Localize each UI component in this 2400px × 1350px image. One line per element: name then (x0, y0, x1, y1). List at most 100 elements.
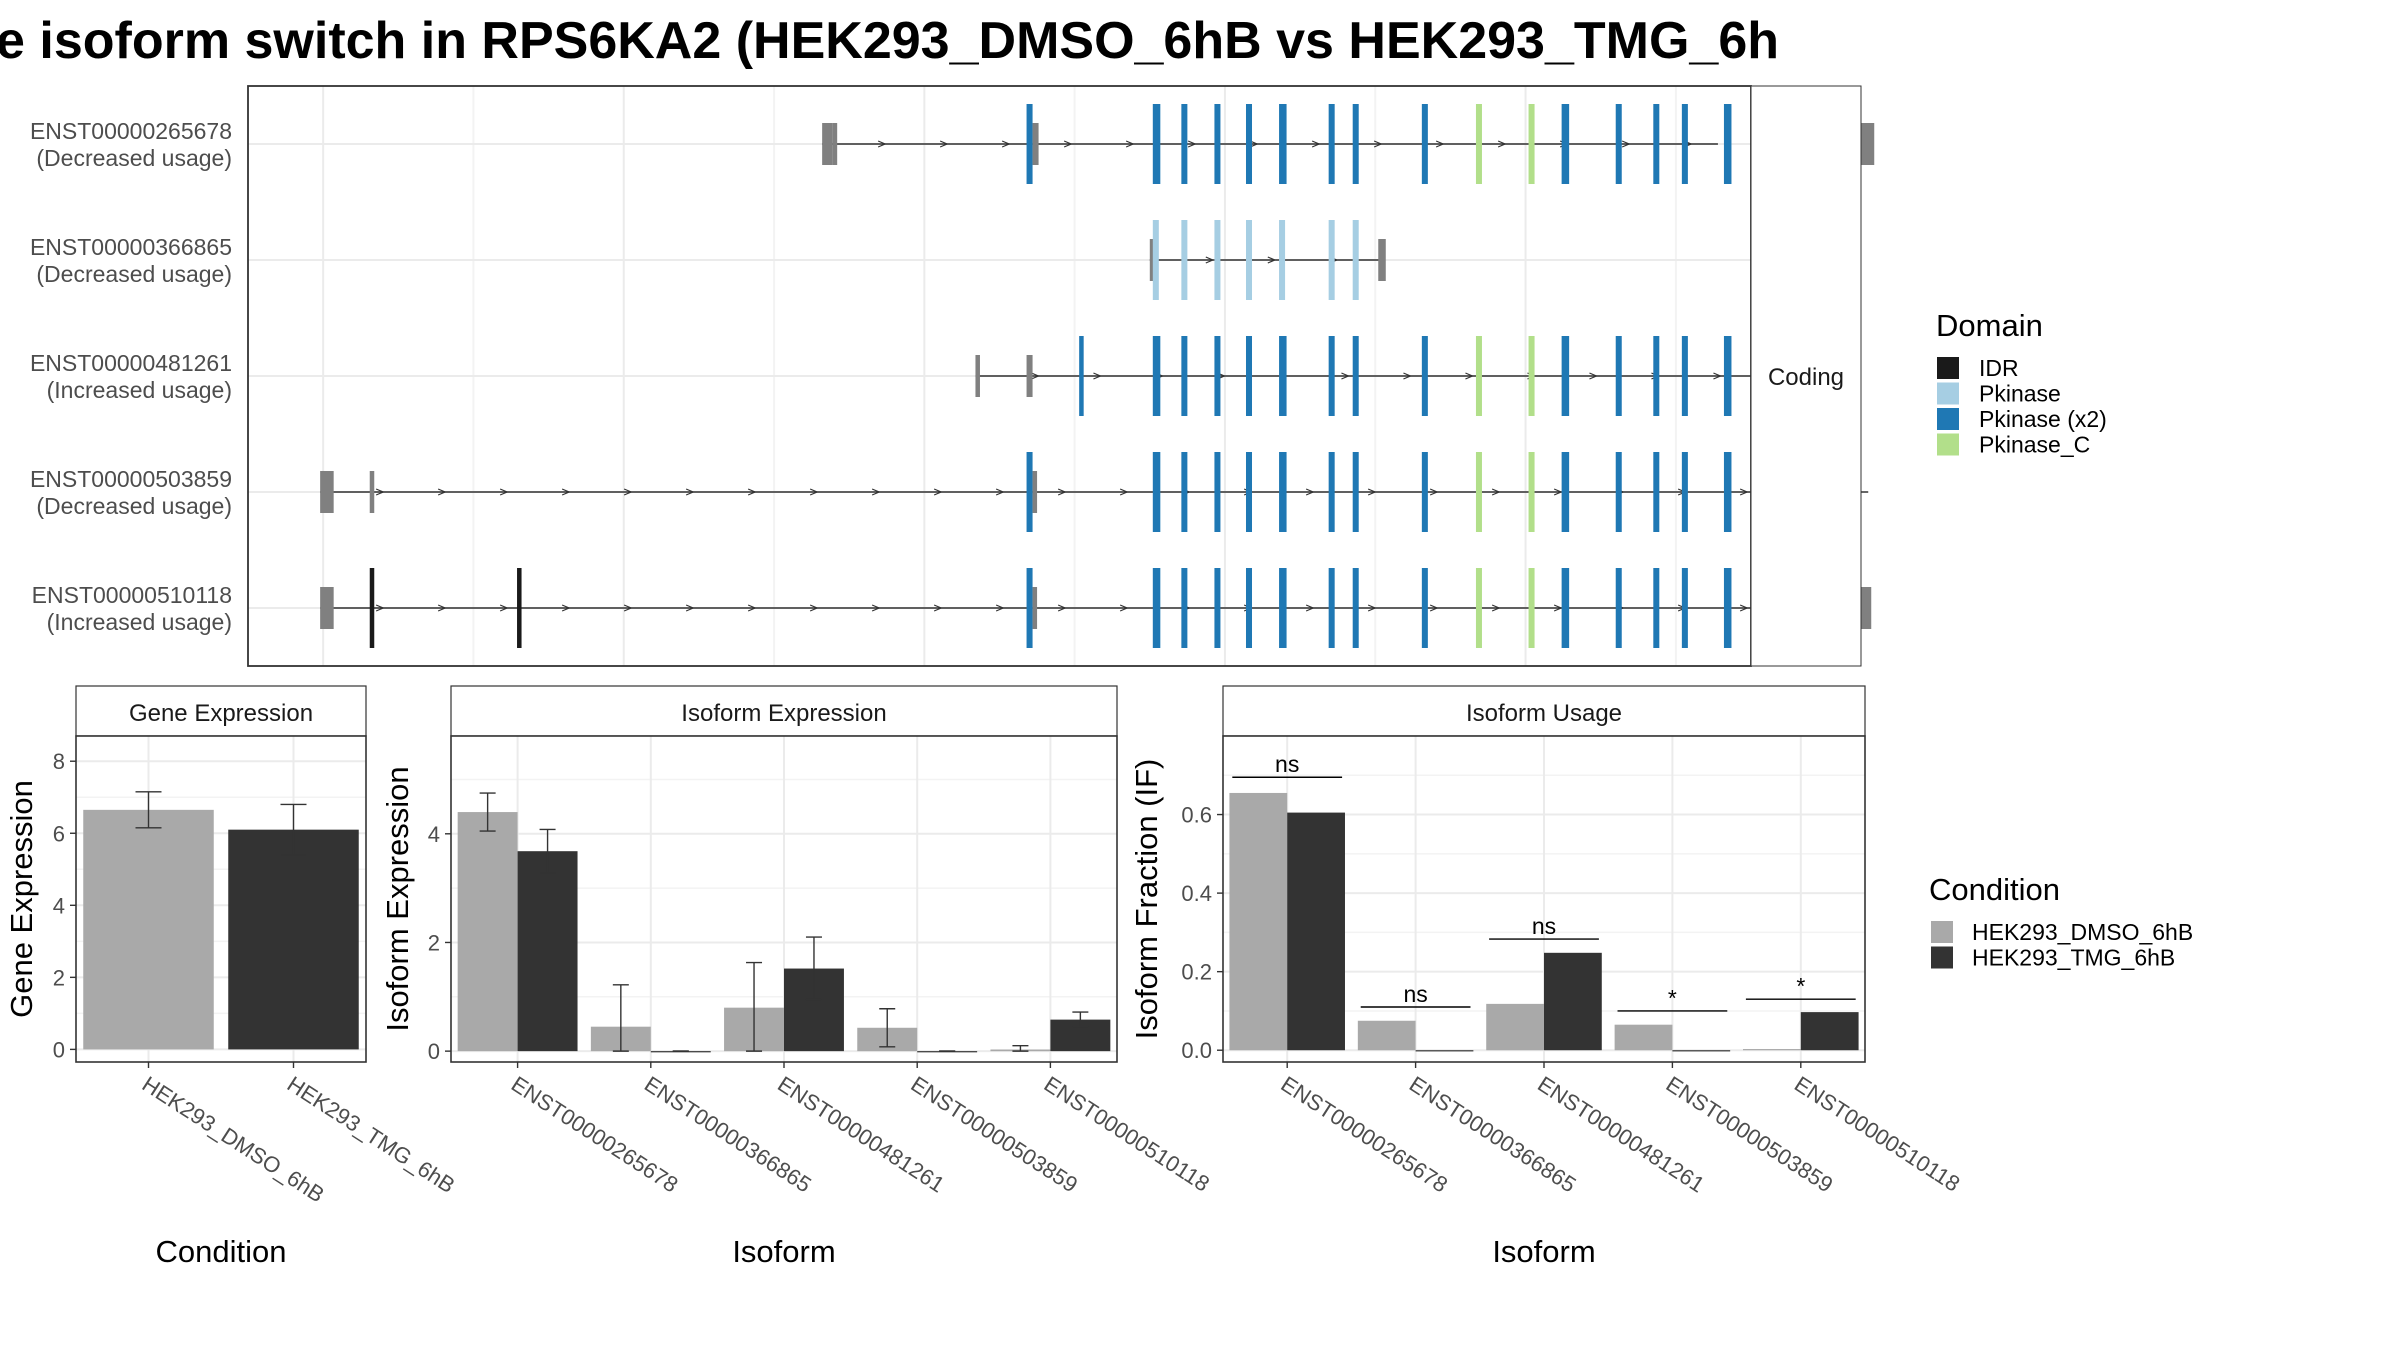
exon-pkinase-x2- (1079, 336, 1084, 416)
strand-arrow (747, 488, 757, 496)
strand-arrow (1367, 604, 1377, 612)
strand-arrow (871, 604, 881, 612)
transcript-usage-label: (Decreased usage) (36, 261, 232, 287)
legend-label: HEK293_TMG_6hB (1972, 945, 2175, 971)
strand-arrow (561, 604, 571, 612)
panel-title: Isoform Expression (681, 700, 886, 727)
bar (1614, 1024, 1673, 1051)
exon-pkinase-x2- (1152, 568, 1161, 648)
panel-title: Gene Expression (129, 700, 313, 727)
facet-strip (75, 685, 367, 737)
x-axis-ticks: ENST00000265678ENST00000366865ENST000004… (507, 1062, 1214, 1197)
bars (1229, 792, 1859, 1052)
exon-pkinase-x2- (1653, 104, 1660, 184)
y-tick-label: 0.2 (1181, 960, 1212, 985)
strand-arrow (499, 488, 509, 496)
panel-title: Isoform Usage (1466, 700, 1622, 727)
transcript-id-label: ENST00000510118 (32, 582, 232, 608)
strand-arrow (1373, 140, 1383, 148)
strand-arrow (1341, 372, 1350, 380)
bar (228, 829, 359, 1050)
exon-pkinase-x2- (1723, 336, 1732, 416)
exon-pkinase-c (1475, 568, 1482, 648)
bar (1287, 812, 1345, 1051)
error-bar (280, 803, 307, 856)
y-tick-label: 8 (53, 749, 65, 774)
significance-label: * (1796, 973, 1805, 999)
strand-arrow (1491, 604, 1501, 612)
exon-pkinase-x2- (1681, 104, 1688, 184)
exon-pkinase-x2- (1653, 336, 1660, 416)
exon-pkinase-x2- (1328, 452, 1335, 532)
error-bar (612, 984, 629, 1052)
exon-pkinase-c (1475, 336, 1482, 416)
bar (1357, 1020, 1416, 1051)
strand-arrow (1205, 256, 1215, 264)
exon-pkinase (1352, 220, 1359, 300)
significance-label: ns (1532, 913, 1556, 939)
bar (517, 851, 578, 1052)
exon-pkinase-x2- (1421, 452, 1428, 532)
condition-legend-title: Condition (1929, 872, 2060, 907)
exon-pkinase-x2- (1245, 568, 1253, 648)
facet-strip (450, 685, 1118, 737)
bar (1800, 1012, 1859, 1051)
legend-swatch-idr (1937, 357, 1959, 379)
strand-arrow (1403, 372, 1412, 380)
transcript-usage-label: (Increased usage) (47, 609, 232, 635)
plot-title: e isoform switch in RPS6KA2 (HEK293_DMSO… (0, 12, 1779, 70)
y-axis-ticks: 0 2 4 (428, 822, 451, 1064)
strand-arrow (809, 604, 819, 612)
exon-pkinase (1245, 220, 1253, 300)
exon-pkinase-c (1475, 104, 1482, 184)
strand-arrow (1119, 604, 1129, 612)
exon-utr (1032, 587, 1038, 629)
legend-label: Pkinase (x2) (1979, 406, 2107, 432)
legend-label: Pkinase_C (1979, 432, 2090, 458)
bar (457, 812, 518, 1052)
y-tick-label: 4 (428, 822, 440, 847)
strand-arrow (1057, 488, 1067, 496)
exon-utr (369, 471, 375, 513)
strand-arrow (1031, 372, 1040, 380)
y-axis-title: Gene Expression (4, 780, 39, 1018)
transcript-usage-label: (Increased usage) (47, 377, 232, 403)
exon-pkinase-x2- (1181, 452, 1188, 532)
exon-pkinase-x2- (1723, 568, 1732, 648)
exon-pkinase-x2- (1561, 568, 1570, 648)
exon-pkinase-x2- (1181, 336, 1188, 416)
bar (1743, 1049, 1801, 1051)
strand-arrow (1305, 604, 1315, 612)
strand-arrow (995, 604, 1005, 612)
strand-arrow (1739, 488, 1749, 496)
significance-label: ns (1403, 981, 1427, 1007)
strand-arrow (995, 488, 1005, 496)
exon-pkinase-x2- (1681, 336, 1688, 416)
exon-pkinase-x2- (1279, 568, 1287, 648)
strand-arrow (939, 140, 949, 148)
exon-pkinase (1279, 220, 1286, 300)
exon-pkinase-x2- (1561, 452, 1570, 532)
exon-pkinase-x2- (1214, 104, 1221, 184)
strand-arrow (1429, 604, 1439, 612)
y-axis-ticks: 0 2 4 6 8 (53, 749, 76, 1062)
strand-arrow (375, 488, 385, 496)
strand-arrow (1435, 140, 1445, 148)
strand-arrow (499, 604, 509, 612)
exon-pkinase-c (1475, 452, 1482, 532)
exon-utr (832, 123, 838, 165)
isoform-usage-panel: Isoform Usage ns ns ns * * 0.0 0.2 0.4 0.6 ENST000… (1129, 685, 1964, 1269)
transcript-id-label: ENST00000503859 (30, 466, 232, 492)
exon-pkinase-x2- (1352, 104, 1359, 184)
exon-utr (320, 471, 334, 513)
transcript-id-label: ENST00000265678 (30, 118, 232, 144)
significance-annotations: ns ns ns * * (1232, 751, 1856, 1012)
exon-utr (1378, 239, 1386, 281)
exon-pkinase-x2- (1615, 336, 1622, 416)
significance-label: ns (1275, 751, 1299, 777)
error-bar (479, 792, 496, 832)
